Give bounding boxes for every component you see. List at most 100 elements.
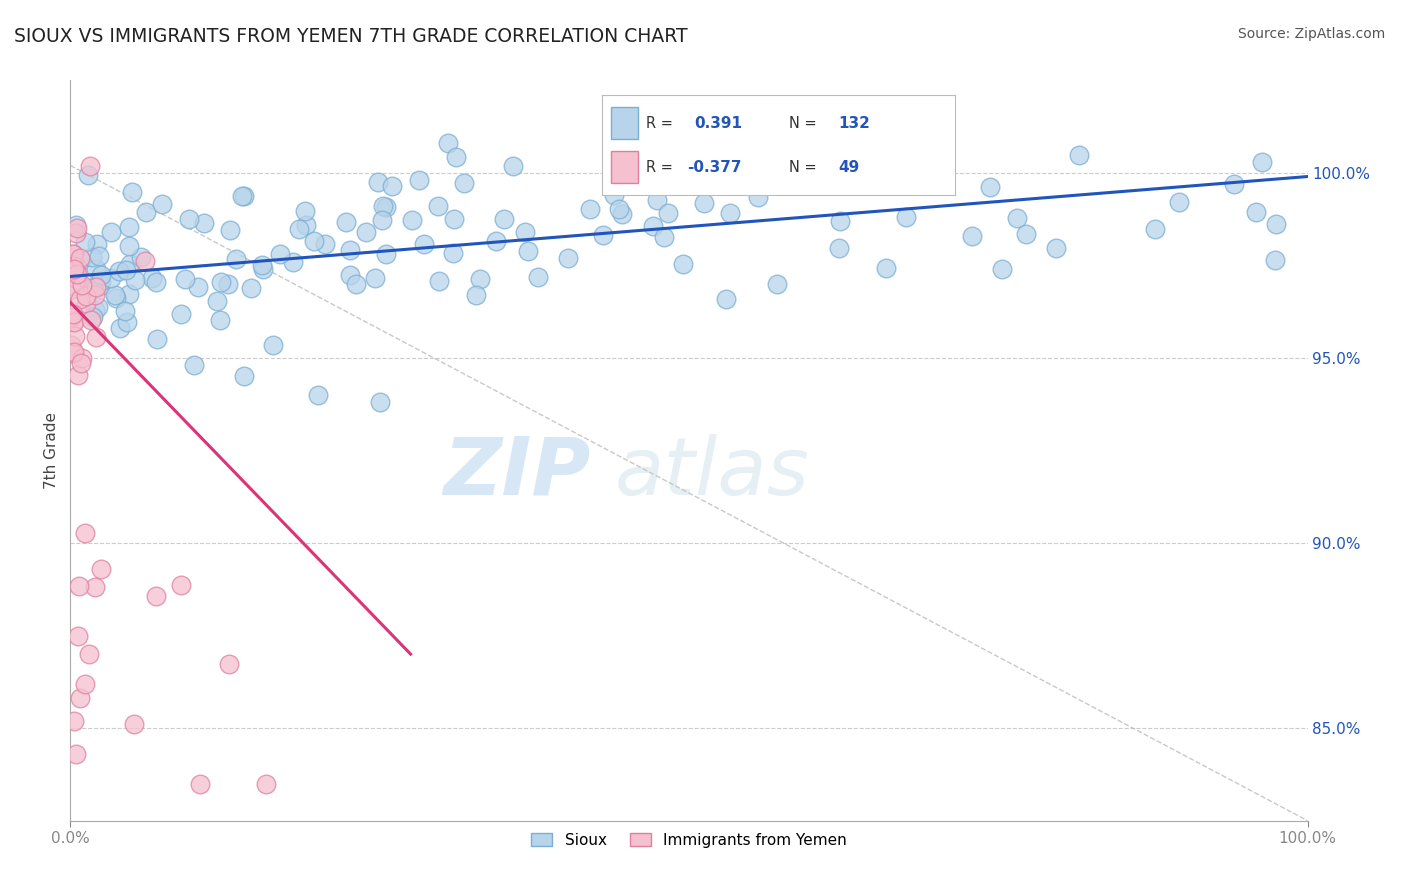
Point [67,579,90,593]
Point [607,202,630,217]
Point [84,329,107,343]
Point [118,286,141,301]
Point [65,218,87,232]
Point [828,241,851,255]
Point [63,314,86,328]
Point [66,221,89,235]
Point [252,262,274,277]
Point [295,218,318,232]
Point [1015,227,1038,242]
Point [626,149,648,163]
Y-axis label: 7th Grade: 7th Grade [44,412,59,489]
Point [69,691,91,706]
Point [413,237,436,252]
Point [75,235,97,250]
Point [90,275,112,289]
Point [302,234,325,248]
Point [145,589,167,603]
Point [1167,195,1189,210]
Point [60,310,83,325]
Point [470,272,492,286]
Point [1223,177,1246,191]
Point [368,395,391,409]
Point [63,315,86,329]
Point [256,776,278,790]
Point [401,213,423,227]
Point [408,172,430,186]
Text: SIOUX VS IMMIGRANTS FROM YEMEN 7TH GRADE CORRELATION CHART: SIOUX VS IMMIGRANTS FROM YEMEN 7TH GRADE… [14,27,688,45]
Point [122,717,145,731]
Point [441,245,464,260]
Point [645,193,668,207]
Point [502,159,524,173]
Point [370,213,392,227]
Point [858,145,880,160]
Point [131,250,153,264]
Point [443,211,465,226]
Legend: Sioux, Immigrants from Yemen: Sioux, Immigrants from Yemen [524,826,853,854]
Point [339,244,361,258]
Point [86,237,108,252]
Point [294,204,316,219]
Point [84,279,107,293]
Point [82,250,104,264]
Point [356,225,378,239]
Point [66,628,89,642]
Point [73,525,96,540]
Point [233,189,256,203]
Point [718,205,741,219]
Point [364,270,387,285]
Point [231,189,253,203]
Point [1251,155,1274,169]
Point [90,268,112,283]
Point [121,185,143,199]
Point [84,581,107,595]
Point [1069,147,1091,161]
Point [193,216,215,230]
Point [70,252,93,267]
Point [205,294,228,309]
Point [86,300,108,314]
Point [104,291,127,305]
Point [252,258,274,272]
Point [557,251,579,265]
Point [75,676,97,690]
Point [990,261,1012,276]
Point [875,165,897,179]
Point [671,257,693,271]
Point [75,296,97,310]
Point [90,562,112,576]
Point [579,202,602,216]
Point [515,225,537,239]
Point [240,281,263,295]
Point [714,292,737,306]
Text: Source: ZipAtlas.com: Source: ZipAtlas.com [1237,27,1385,41]
Point [118,257,141,271]
Point [875,261,897,276]
Point [108,264,131,278]
Point [747,161,769,175]
Text: atlas: atlas [614,434,810,512]
Point [693,196,716,211]
Point [219,223,242,237]
Point [84,262,107,277]
Point [444,150,467,164]
Point [262,338,284,352]
Point [217,277,239,291]
Point [1244,205,1267,219]
Point [82,280,104,294]
Point [526,270,548,285]
Point [188,776,211,790]
Point [146,332,169,346]
Point [66,267,89,281]
Point [218,657,240,671]
Point [436,136,458,151]
Point [339,268,361,282]
Point [427,199,450,213]
Point [592,227,614,242]
Point [232,369,254,384]
Point [465,288,488,302]
Point [124,273,146,287]
Point [209,275,232,289]
Point [766,277,789,291]
